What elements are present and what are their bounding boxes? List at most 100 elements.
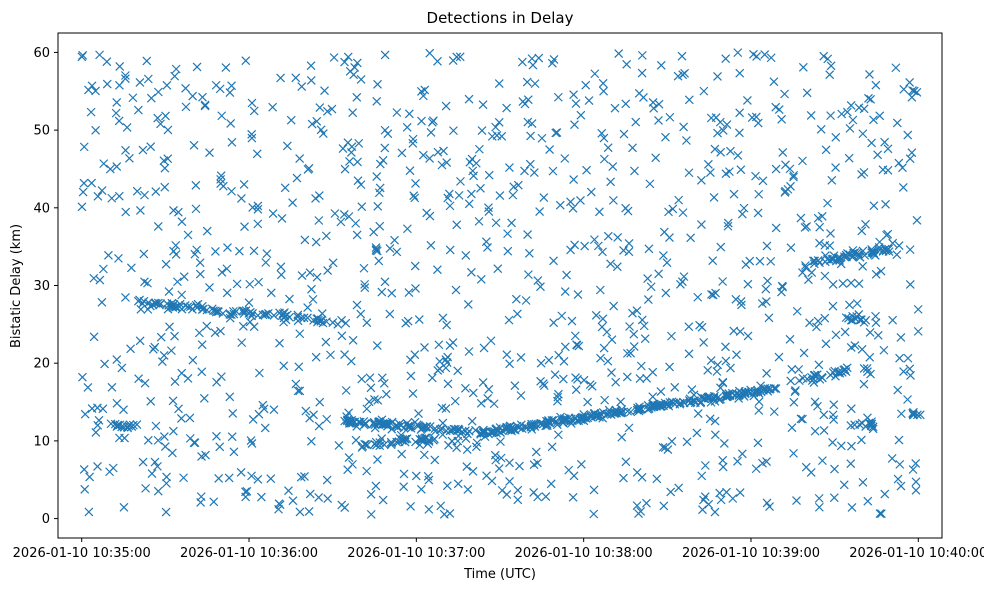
track-descending-27km-point xyxy=(313,315,323,325)
noise-point xyxy=(366,383,376,393)
noise-point xyxy=(776,287,786,297)
noise-point xyxy=(164,287,174,296)
noise-point xyxy=(553,392,563,402)
noise-point xyxy=(314,493,324,502)
noise-point xyxy=(312,272,322,282)
noise-point xyxy=(665,112,675,122)
noise-point xyxy=(227,137,237,147)
noise-point xyxy=(883,144,893,154)
noise-point xyxy=(721,342,730,352)
noise-point xyxy=(356,75,366,84)
noise-point xyxy=(253,201,263,211)
noise-point xyxy=(161,259,171,269)
track-ascending-11km-point xyxy=(512,421,522,431)
noise-point xyxy=(557,311,567,321)
noise-point xyxy=(397,148,407,158)
noise-point xyxy=(607,335,617,345)
track-descending-12km-point xyxy=(422,422,431,431)
noise-point xyxy=(495,191,505,200)
noise-point xyxy=(722,120,732,129)
noise-point xyxy=(828,301,838,311)
noise-point xyxy=(134,374,144,384)
noise-point xyxy=(121,207,131,217)
noise-point xyxy=(199,393,209,403)
noise-point xyxy=(858,261,868,271)
noise-point xyxy=(516,391,526,400)
noise-point xyxy=(711,113,721,123)
noise-point xyxy=(801,263,811,272)
noise-point xyxy=(119,502,129,512)
noise-point xyxy=(162,472,171,482)
noise-point xyxy=(478,100,488,110)
noise-point xyxy=(752,51,762,61)
noise-point xyxy=(77,202,87,212)
noise-point xyxy=(805,318,814,328)
noise-point xyxy=(895,459,905,469)
noise-point xyxy=(631,117,641,127)
noise-point xyxy=(813,316,823,326)
noise-point xyxy=(491,218,501,228)
noise-point xyxy=(911,477,921,487)
track-descending-27km-point xyxy=(175,299,185,309)
noise-point xyxy=(858,129,868,139)
noise-point xyxy=(912,215,922,225)
noise-point xyxy=(789,172,798,182)
y-tick-label: 40 xyxy=(33,201,50,216)
noise-point xyxy=(225,88,235,97)
noise-point xyxy=(448,56,458,65)
track-descending-12km-point xyxy=(355,417,365,427)
track-descending-27km-point xyxy=(229,309,239,319)
noise-point xyxy=(508,190,518,200)
noise-point xyxy=(301,406,311,416)
noise-point xyxy=(269,405,279,415)
noise-point xyxy=(87,81,97,91)
noise-point xyxy=(352,300,362,310)
noise-point xyxy=(523,117,533,127)
noise-point xyxy=(531,447,541,457)
noise-point xyxy=(328,258,338,268)
noise-point xyxy=(156,119,165,129)
x-axis-label: Time (UTC) xyxy=(463,567,536,582)
noise-point xyxy=(771,223,781,233)
track-descending-12km-point xyxy=(430,424,440,434)
noise-point xyxy=(248,202,258,212)
noise-point xyxy=(314,216,324,225)
noise-point xyxy=(859,104,869,114)
noise-point xyxy=(823,54,833,64)
noise-point xyxy=(327,104,337,114)
track-9km-point xyxy=(371,437,381,447)
noise-point xyxy=(553,430,563,440)
noise-point xyxy=(774,352,784,362)
noise-point xyxy=(237,338,247,348)
noise-point xyxy=(907,148,917,158)
noise-point xyxy=(102,57,112,67)
noise-point xyxy=(661,288,671,298)
noise-point xyxy=(658,442,668,452)
noise-point xyxy=(840,327,850,337)
noise-point xyxy=(652,474,662,484)
noise-point xyxy=(735,108,745,118)
noise-point xyxy=(667,331,676,341)
noise-point xyxy=(442,320,452,330)
track-9km-point xyxy=(416,435,426,445)
track-descending-27km-point xyxy=(155,300,164,310)
noise-point xyxy=(403,316,413,326)
noise-point xyxy=(422,208,432,218)
noise-point xyxy=(603,143,613,153)
track-ascending-11km-point xyxy=(679,398,689,408)
noise-point xyxy=(875,509,885,519)
noise-point xyxy=(380,143,390,153)
noise-point xyxy=(246,436,256,446)
noise-point xyxy=(763,276,772,286)
noise-point xyxy=(371,481,381,491)
noise-point xyxy=(343,52,353,62)
noise-point xyxy=(437,403,447,413)
noise-point xyxy=(626,348,636,358)
noise-point xyxy=(381,389,391,399)
noise-point xyxy=(792,496,801,505)
noise-point xyxy=(304,507,314,516)
noise-point xyxy=(410,261,420,271)
noise-point xyxy=(171,64,181,74)
track-12km-start-point xyxy=(113,421,123,431)
noise-point xyxy=(276,262,286,272)
